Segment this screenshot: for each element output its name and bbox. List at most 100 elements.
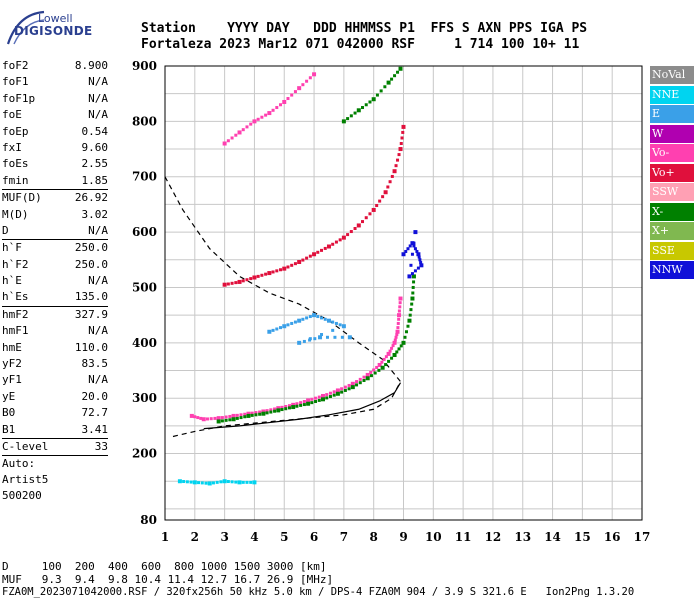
echo-point [209,417,213,421]
echo-point [271,108,275,112]
echo-point [325,335,329,339]
echo-point [387,359,391,363]
echo-point [401,252,406,257]
x-tick-label: 1 [161,530,169,544]
echo-point [245,278,249,282]
param-label: h`F [2,241,22,255]
echo-point [201,417,206,422]
param-row: h`F 250.0 [2,240,108,256]
param-value: 0.54 [81,124,109,138]
param-label: fmin [2,173,29,187]
echo-point [312,313,317,318]
echo-point [185,480,189,484]
echo-point [417,255,421,259]
param-value: 327.9 [74,307,108,321]
echo-point [380,365,385,370]
echo-point [220,416,224,420]
echo-point [415,249,419,253]
echo-point [235,416,239,420]
y-tick-label: 600 [132,225,157,239]
echo-point [396,158,400,162]
param-label: hmF1 [2,324,29,338]
echo-point [375,93,379,97]
echo-point [388,180,392,184]
param-separator [2,455,108,457]
y-tick-label: 200 [132,447,157,461]
echo-point [390,174,394,178]
x-tick-label: 4 [250,530,258,544]
echo-point [226,480,230,484]
echo-point [264,113,268,117]
echo-point [193,415,197,419]
echo-point [211,481,215,485]
echo-point [411,274,416,279]
echo-point [404,330,408,334]
echo-point [361,220,365,224]
echo-point [331,320,335,324]
x-tick-label: 14 [544,530,561,544]
file-info: FZA0M_2023071042000.RSF / 320fx256h 50 k… [2,586,635,598]
echo-point [407,274,412,279]
echo-point [305,79,309,83]
echo-point [308,338,312,342]
echo-point [290,263,294,267]
echo-point [355,380,359,384]
echo-point [177,479,182,484]
legend-item: SSW [650,183,694,201]
echo-point [325,393,329,397]
param-value: 135.0 [74,290,108,304]
echo-point [317,398,321,402]
echo-point [279,326,283,330]
param-value: 250.0 [74,257,108,271]
param-label: h`E [2,274,22,288]
echo-point [321,393,326,398]
echo-point [316,315,320,319]
echo-point [377,368,381,372]
echo-point [286,323,290,327]
echo-point [245,125,249,129]
param-label: yF2 [2,357,22,371]
param-value: 3.41 [81,422,109,436]
echo-point [228,414,232,418]
echo-point [392,353,397,358]
echo-point [297,259,302,264]
echo-point [325,396,329,400]
echo-point [390,77,394,81]
echo-point [252,275,257,280]
param-value: N/A [88,373,108,387]
echo-point [382,357,386,361]
echo-point [231,413,236,418]
echo-point [403,335,407,339]
echo-point [224,418,228,422]
echo-point [323,317,327,321]
param-value: 9.60 [81,140,109,154]
echo-point [365,372,370,377]
echo-point [310,397,314,401]
echo-point [301,317,305,321]
echo-point [189,413,194,418]
echo-point [347,383,351,387]
echo-point [239,416,243,420]
echo-point [395,350,399,354]
echo-point [314,396,318,400]
auto-scaling-info: Auto: [2,457,36,471]
x-tick-label: 6 [310,530,318,544]
echo-point [341,324,346,329]
echo-point [279,268,283,272]
param-row: D N/A [2,223,108,239]
echo-point [271,270,275,274]
echo-point [395,333,399,337]
echo-point [381,195,385,199]
param-row: foF1p N/A [2,91,108,107]
echo-point [230,281,234,285]
param-label: M(D) [2,207,29,221]
param-value: 250.0 [74,241,108,255]
electron-density-profile [203,382,402,430]
echo-point [407,318,412,323]
echo-point [231,417,236,422]
echo-point [396,70,400,74]
echo-point [413,247,417,251]
echo-point [340,387,344,391]
param-label: foF1 [2,75,29,89]
param-label: hmE [2,340,22,354]
